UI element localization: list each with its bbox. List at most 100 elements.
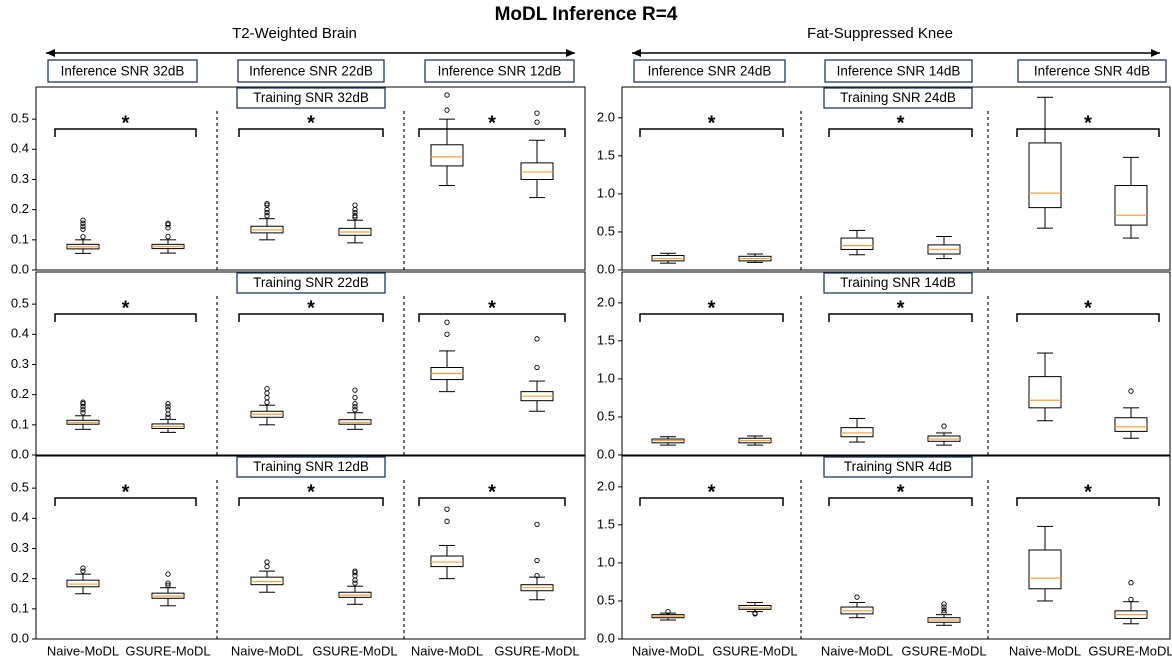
box-gsure-modl: [520, 110, 554, 199]
y-tick-label: 0.1: [11, 231, 29, 246]
significance-star: *: [122, 112, 130, 134]
significance-star: *: [897, 481, 905, 503]
outlier-point: [352, 395, 358, 401]
x-tick-label: Naive-MoDL: [231, 643, 303, 658]
outlier-point: [165, 220, 171, 226]
outlier-point: [80, 234, 86, 240]
training-snr-box: [823, 456, 973, 478]
outlier-point: [444, 331, 450, 337]
y-tick-label: 0.1: [11, 600, 29, 615]
outlier-point: [352, 401, 358, 407]
x-tick-label: GSURE-MoDL: [1088, 643, 1172, 658]
box-naive-modl: [651, 608, 685, 621]
outlier-point: [534, 110, 540, 116]
box-naive-modl: [430, 92, 464, 187]
outlier-point: [165, 404, 171, 410]
y-tick-label: 0.5: [11, 296, 29, 311]
significance-bracket: [54, 497, 197, 506]
outlier-point: [80, 223, 86, 229]
significance-star: *: [1084, 297, 1092, 319]
subplot-row: 0.0 0.1 0.2 0.3 0.4 0.5 Training SNR 12dB * * *: [11, 455, 586, 645]
box-gsure-modl: [1114, 388, 1148, 439]
outlier-point: [264, 202, 270, 208]
significance-bracket: [54, 313, 197, 322]
training-snr-label: Training SNR 24dB: [840, 90, 956, 105]
outlier-point: [352, 213, 358, 219]
y-tick-label: 0.5: [597, 408, 615, 423]
outlier-point: [444, 92, 450, 98]
box-gsure-modl: [151, 401, 185, 433]
outlier-point: [80, 410, 86, 416]
outlier-point: [752, 610, 758, 616]
inference-snr-box: [824, 59, 973, 83]
outlier-point: [352, 407, 358, 413]
training-snr-label: Training SNR 4dB: [844, 459, 952, 474]
y-tick-label: 0.3: [11, 171, 29, 186]
outlier-point: [80, 401, 86, 407]
significance-bracket: [418, 128, 566, 137]
outlier-point: [80, 217, 86, 223]
outlier-point: [941, 423, 947, 429]
box-gsure-modl: [1114, 580, 1148, 625]
box-gsure-modl: [520, 521, 554, 601]
subplot-frame: [621, 271, 1171, 456]
outlier-point: [80, 220, 86, 226]
outlier-point: [665, 608, 671, 615]
outlier-point: [264, 395, 270, 401]
significance-bracket: [639, 128, 784, 137]
outlier-point: [165, 222, 171, 228]
box-naive-modl: [250, 200, 284, 241]
box-naive-modl: [250, 385, 284, 426]
outlier-point: [1128, 388, 1134, 394]
training-snr-box: [236, 87, 386, 109]
subplot-frame: [621, 455, 1171, 640]
outlier-point: [444, 319, 450, 325]
y-tick-label: 0.5: [11, 111, 29, 126]
inference-snr-label: Inference SNR 12dB: [438, 64, 562, 79]
significance-star: *: [488, 481, 496, 503]
box-naive-modl: [651, 436, 685, 446]
significance-star: *: [122, 481, 130, 503]
y-tick-label: 0.0: [11, 261, 29, 276]
box-iqr: [1028, 376, 1062, 409]
outlier-point: [534, 336, 540, 342]
x-tick-label: Naive-MoDL: [1009, 643, 1081, 658]
significance-star: *: [1084, 481, 1092, 503]
outlier-point: [165, 571, 171, 577]
significance-bracket: [418, 313, 566, 322]
box-naive-modl: [1028, 525, 1062, 602]
box-naive-modl: [430, 506, 464, 580]
outlier-point: [80, 565, 86, 571]
box-naive-modl: [66, 565, 100, 595]
y-tick-label: 1.0: [597, 370, 615, 385]
y-tick-label: 0.5: [597, 223, 615, 238]
outlier-point: [444, 107, 450, 113]
inference-snr-label: Inference SNR 4dB: [1034, 64, 1150, 79]
outlier-point: [80, 226, 86, 232]
significance-bracket: [1016, 313, 1160, 322]
significance-star: *: [897, 297, 905, 319]
outlier-point: [534, 572, 540, 579]
box-naive-modl: [1028, 96, 1062, 229]
y-tick-label: 0.5: [11, 480, 29, 495]
outlier-point: [165, 414, 171, 420]
outlier-point: [165, 580, 171, 586]
outlier-point: [264, 385, 270, 392]
x-tick-label: Naive-MoDL: [411, 643, 483, 658]
subplot-frame: [35, 86, 586, 271]
inference-snr-box: [47, 59, 198, 83]
outlier-point: [1128, 596, 1134, 603]
outlier-point: [264, 207, 270, 213]
training-snr-box: [823, 87, 973, 109]
outlier-point: [941, 604, 947, 610]
y-tick-label: 0.0: [11, 630, 29, 645]
outlier-point: [534, 364, 540, 371]
y-tick-label: 0.0: [11, 446, 29, 461]
x-tick-label: GSURE-MoDL: [312, 643, 397, 658]
significance-bracket: [1016, 497, 1160, 506]
significance-star: *: [897, 112, 905, 134]
inference-snr-label: Inference SNR 32dB: [61, 64, 185, 79]
significance-star: *: [488, 112, 496, 134]
inference-snr-label: Inference SNR 24dB: [648, 64, 772, 79]
outlier-point: [941, 607, 947, 613]
